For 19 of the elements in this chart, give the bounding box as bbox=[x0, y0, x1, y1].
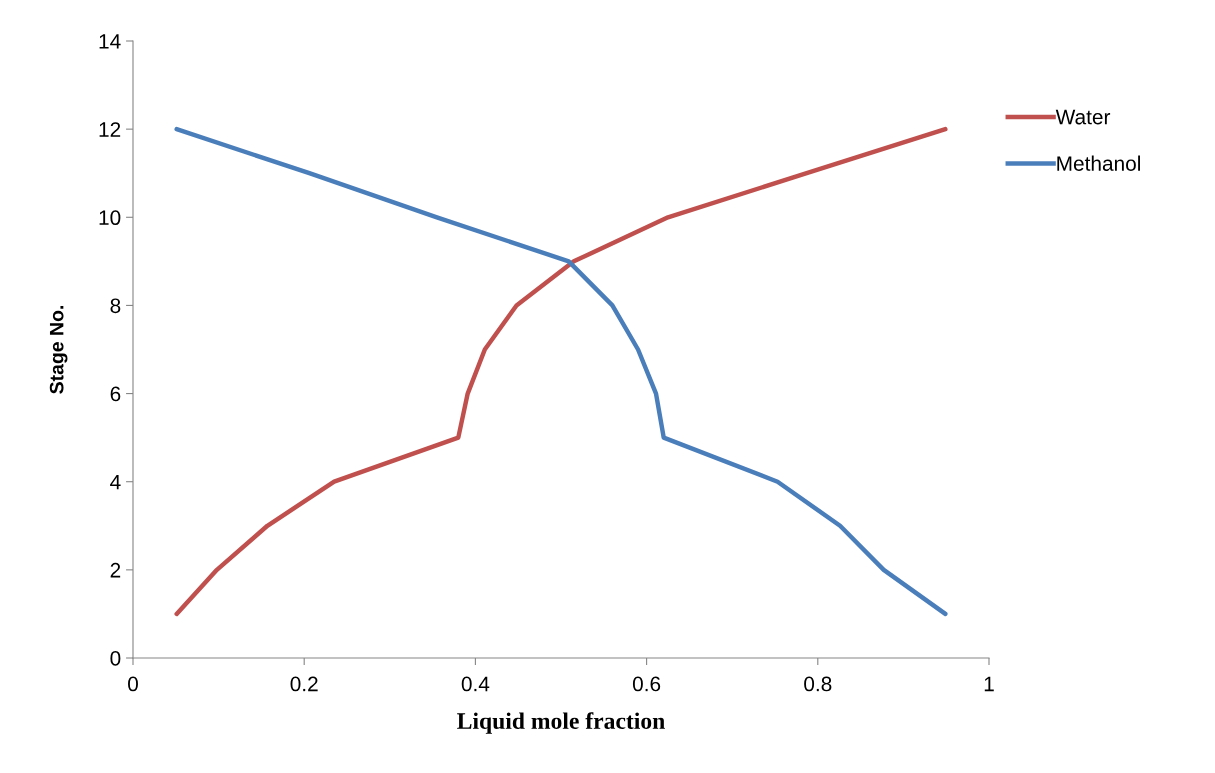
x-tick-label: 0.2 bbox=[290, 676, 318, 692]
line-series bbox=[174, 126, 948, 617]
y-tick-label: 8 bbox=[110, 298, 121, 314]
x-tick-label: 0 bbox=[128, 676, 138, 692]
y-tick-label: 10 bbox=[99, 210, 121, 226]
legend-label: Methanol bbox=[1057, 155, 1140, 171]
x-tick-label: 1 bbox=[984, 676, 994, 692]
y-tick-label: 12 bbox=[99, 122, 121, 137]
legend-label: Water bbox=[1055, 109, 1111, 125]
x-tick-label: 0.6 bbox=[632, 676, 661, 692]
x-tick-label: 0.8 bbox=[804, 676, 832, 692]
y-tick-label: 0 bbox=[110, 651, 121, 666]
y-axis-title: Stage No. bbox=[49, 306, 68, 394]
x-tick-label: 0.4 bbox=[461, 676, 490, 692]
y-tick-label: 2 bbox=[110, 562, 121, 578]
y-tick-label: 14 bbox=[99, 34, 121, 49]
y-tick-label: 6 bbox=[110, 386, 121, 402]
y-tick-label: 4 bbox=[110, 474, 121, 490]
x-axis-title: Liquid mole fraction bbox=[457, 712, 665, 734]
